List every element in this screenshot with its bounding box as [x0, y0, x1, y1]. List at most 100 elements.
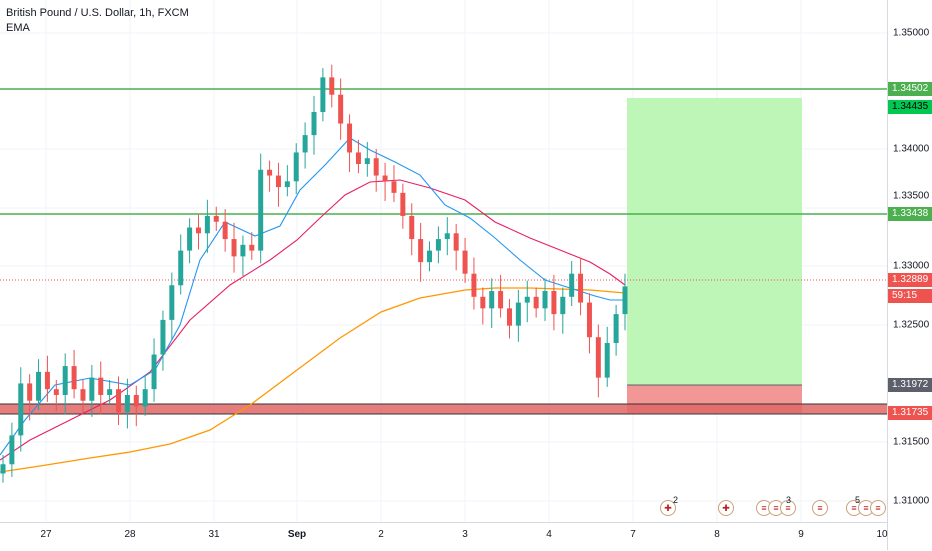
candle-body — [338, 94, 344, 124]
candle-body — [462, 250, 468, 274]
uk-flag-event-icon[interactable]: ✚ — [660, 500, 676, 516]
candle-body — [18, 383, 24, 436]
candle-body — [222, 221, 228, 240]
candle-body — [586, 302, 592, 338]
candle-body — [578, 273, 584, 303]
candle-body — [515, 302, 521, 326]
time-label: 8 — [714, 529, 720, 540]
price-label-stop: 1.31735 — [888, 406, 932, 420]
price-label-last: 1.32889 — [888, 273, 932, 287]
candle-body — [471, 273, 477, 297]
price-tick: 1.31500 — [893, 436, 930, 448]
symbol-title[interactable]: British Pound / U.S. Dollar, 1h, FXCM — [6, 7, 189, 19]
event-count: 2 — [673, 495, 679, 505]
ema-fast-line — [0, 137, 625, 456]
candle-body — [347, 123, 353, 153]
candle-body — [569, 273, 575, 297]
price-label-level-2: 1.33438 — [888, 207, 932, 221]
candle-body — [622, 286, 628, 315]
time-label: 28 — [124, 529, 136, 540]
price-tick: 1.31000 — [893, 495, 930, 507]
candle-body — [133, 394, 139, 407]
candle-body — [187, 227, 193, 251]
candle-body — [213, 215, 219, 222]
price-tick: 1.33500 — [893, 190, 930, 202]
uk-flag-event-icon[interactable]: ✚ — [718, 500, 734, 516]
target-zone[interactable] — [627, 98, 802, 385]
candle-body — [302, 135, 308, 153]
indicator-label[interactable]: EMA — [6, 22, 30, 34]
candle-body — [355, 152, 361, 164]
time-label: 31 — [208, 529, 220, 540]
price-label-entry: 1.31972 — [888, 378, 932, 392]
candle-body — [169, 285, 175, 320]
candle-body — [195, 227, 201, 234]
chart-legend: British Pound / U.S. Dollar, 1h, FXCM EM… — [6, 6, 189, 36]
candle-body — [551, 291, 557, 315]
candle-body — [53, 389, 59, 395]
candle-body — [258, 169, 264, 251]
candle-body — [320, 77, 326, 113]
candle-body — [595, 337, 601, 378]
candle-body — [329, 77, 335, 95]
candle-body — [204, 215, 210, 234]
candles — [0, 64, 628, 483]
candle-body — [116, 389, 122, 413]
candle-body — [444, 233, 450, 240]
candle-body — [391, 181, 397, 193]
candle-body — [613, 314, 619, 343]
event-count: 5 — [855, 495, 861, 505]
candle-body — [427, 250, 433, 263]
time-label: Sep — [287, 529, 307, 540]
candle-body — [98, 377, 104, 395]
ema-mid-line — [0, 179, 626, 461]
ema-slow-line — [0, 287, 626, 473]
candle-body — [0, 464, 6, 474]
us-flag-event-icon[interactable]: ≡ — [780, 500, 796, 516]
candle-body — [267, 169, 273, 176]
price-label-target: 1.34435 — [888, 100, 932, 114]
chart-area[interactable]: British Pound / U.S. Dollar, 1h, FXCM EM… — [0, 0, 887, 522]
candle-body — [178, 250, 184, 286]
candle-body — [489, 291, 495, 309]
candle-body — [542, 291, 548, 309]
time-label: 7 — [630, 529, 636, 540]
candle-body — [249, 244, 255, 251]
candle-body — [107, 389, 113, 395]
candle-body — [151, 354, 157, 390]
candle-body — [160, 319, 166, 355]
time-label: 27 — [40, 529, 52, 540]
candle-body — [311, 112, 317, 136]
candle-body — [36, 371, 42, 401]
price-axis[interactable]: 1.35000 1.34000 1.33500 1.33000 1.32500 … — [887, 0, 932, 550]
support-zone[interactable] — [0, 404, 887, 414]
price-tick: 1.33000 — [893, 260, 930, 272]
candle-body — [524, 296, 530, 303]
time-axis[interactable]: 27 28 31 Sep 2 3 4 7 8 9 10 — [0, 522, 888, 551]
candle-body — [80, 389, 86, 401]
candle-body — [409, 215, 415, 240]
candle-body — [364, 158, 370, 164]
us-flag-event-icon[interactable]: ≡ — [870, 500, 886, 516]
time-label: 4 — [546, 529, 552, 540]
candle-body — [418, 239, 424, 263]
candle-body — [604, 342, 610, 378]
time-label: 10 — [876, 529, 888, 540]
candle-body — [124, 394, 130, 413]
candle-body — [480, 296, 486, 309]
candle-body — [27, 383, 33, 401]
price-tick: 1.32500 — [893, 319, 930, 331]
price-chart[interactable] — [0, 0, 887, 522]
price-tick: 1.35000 — [893, 27, 930, 39]
candle-body — [382, 175, 388, 182]
candle-body — [9, 435, 15, 465]
candle-body — [400, 192, 406, 216]
candle-body — [435, 239, 441, 251]
candle-body — [293, 152, 299, 182]
candle-body — [142, 389, 148, 407]
price-label-level-1: 1.34502 — [888, 82, 932, 96]
candle-body — [240, 244, 246, 257]
candle-body — [560, 296, 566, 315]
candle-body — [453, 233, 459, 251]
us-flag-event-icon[interactable]: ≡ — [812, 500, 828, 516]
